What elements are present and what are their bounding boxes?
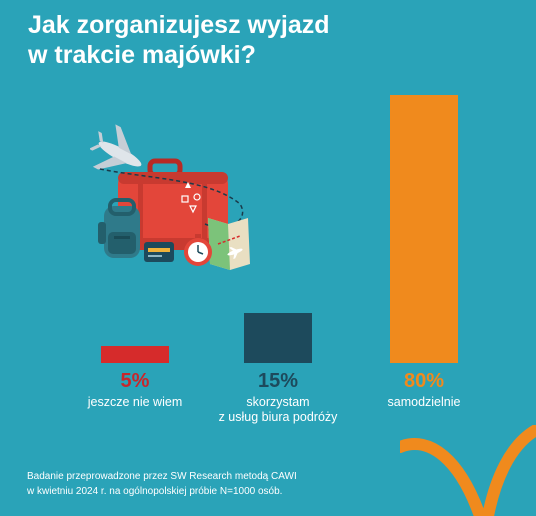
backpack-icon (98, 198, 140, 258)
clock-icon (184, 234, 212, 266)
value-label-biuro-podrozy: 15% (257, 370, 299, 392)
airplane-icon (90, 124, 142, 170)
title-line-2: w trakcie majówki? (28, 41, 256, 69)
footnote-line-1: Badanie przeprowadzone przez SW Research… (27, 471, 297, 482)
category-label-biuro-podrozy: skorzystam z usług biura podróży (193, 395, 363, 425)
bar-jeszcze-nie-wiem (101, 346, 169, 363)
category-label-line: skorzystam (246, 395, 310, 409)
brand-logo-curves (400, 425, 536, 516)
category-label-line: samodzielnie (387, 395, 461, 409)
bar-biuro-podrozy (244, 312, 312, 363)
value-label-jeszcze-nie-wiem: 5% (120, 370, 150, 392)
bar-samodzielnie (390, 95, 458, 363)
footnote-line-2: w kwietniu 2024 r. na ogólnopolskiej pró… (27, 486, 283, 497)
footnote: Badanie przeprowadzone przez SW Research… (27, 469, 297, 499)
passport-icon (144, 242, 174, 262)
value-label-samodzielnie: 80% (403, 370, 445, 392)
page-title: Jak zorganizujesz wyjazd w trakcie majów… (28, 10, 330, 70)
map-icon (208, 218, 250, 270)
category-label-samodzielnie: samodzielnie (339, 395, 509, 410)
title-line-1: Jak zorganizujesz wyjazd (28, 11, 330, 39)
category-label-line: z usług biura podróży (218, 410, 338, 424)
travel-illustration (90, 124, 250, 270)
category-label-jeszcze-nie-wiem: jeszcze nie wiem (50, 395, 220, 410)
category-label-line: jeszcze nie wiem (87, 395, 183, 409)
